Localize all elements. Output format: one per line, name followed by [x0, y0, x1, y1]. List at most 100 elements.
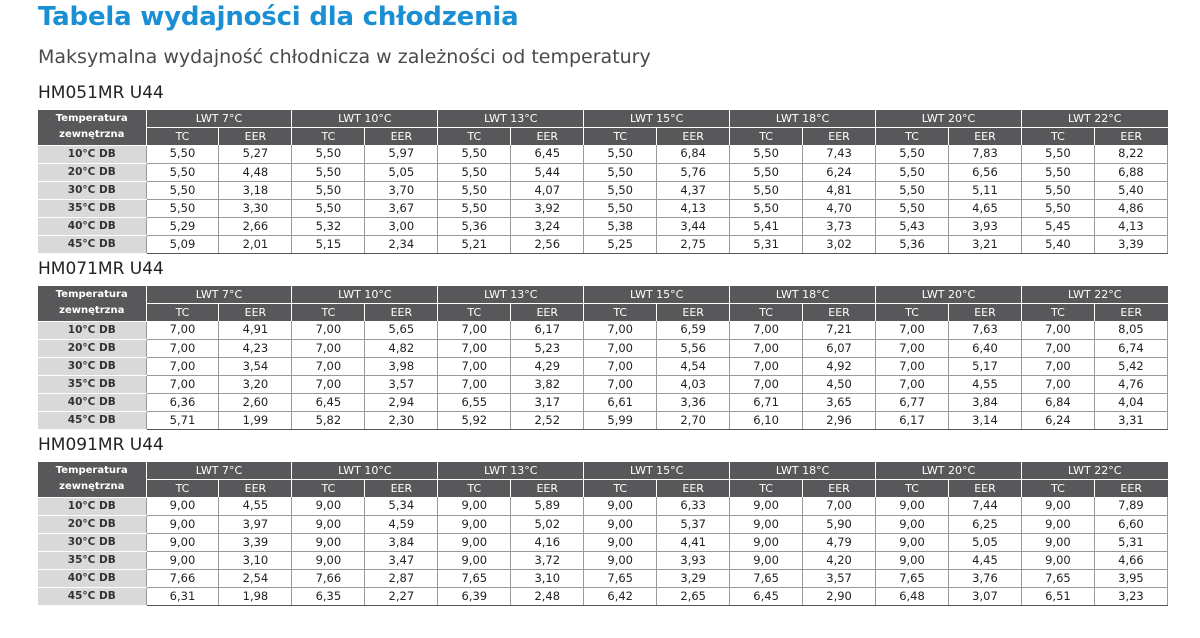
table-cell: 7,00 [291, 321, 365, 340]
table-cell: 7,00 [583, 357, 657, 376]
table-cell: 2,94 [364, 393, 438, 412]
table-cell: 6,24 [802, 163, 876, 182]
table-cell: 2,54 [218, 569, 292, 588]
table-cell: 3,54 [218, 357, 292, 376]
table-cell: 5,34 [364, 497, 438, 516]
table-cell: 5,76 [656, 163, 730, 182]
table-cell: 3,39 [1093, 235, 1169, 254]
table-cell: 7,00 [1020, 339, 1095, 358]
table-cell: 3,14 [947, 411, 1022, 430]
table-row: 20°C DB 9,00 3,97 9,00 4,59 9,00 5,02 9,00 5,37 9… [38, 515, 1169, 534]
table-cell: 5,05 [364, 163, 438, 182]
table-cell: 5,32 [291, 217, 365, 236]
table-cell: 6,36 [145, 393, 219, 412]
header-tc: TC [875, 479, 949, 497]
table-cell: 2,65 [656, 587, 730, 606]
table-cell: 4,81 [802, 181, 876, 200]
table-cell: 3,70 [364, 181, 438, 200]
table-cell: 3,65 [802, 393, 876, 412]
table-cell: 3,07 [947, 587, 1022, 606]
header-tc: TC [1020, 479, 1095, 497]
table-cell: 5,56 [656, 339, 730, 358]
header-eer: EER [802, 303, 876, 321]
table-cell: 5,11 [947, 181, 1022, 200]
header-eer: EER [802, 127, 876, 145]
header-lwt: LWT 13°C [437, 462, 584, 480]
table-cell: 5,50 [875, 199, 949, 218]
table-cell: 7,00 [437, 357, 511, 376]
model-heading: HM071MR U44 [38, 259, 164, 279]
table-cell: 8,22 [1093, 145, 1169, 164]
header-lwt: LWT 10°C [291, 286, 438, 304]
table-cell: 5,50 [291, 181, 365, 200]
header-outdoor-temperature: Temperatura zewnętrzna [38, 462, 146, 498]
table-cell: 5,50 [437, 163, 511, 182]
table-cell: 3,00 [364, 217, 438, 236]
header-lwt: LWT 10°C [291, 462, 438, 480]
table-cell: 5,17 [947, 357, 1022, 376]
table-row: 20°C DB 7,00 4,23 7,00 4,82 7,00 5,23 7,00 5,56 7… [38, 339, 1169, 358]
row-label-outdoor-temp: 40°C DB [38, 569, 146, 588]
header-lwt: LWT 13°C [437, 110, 584, 128]
table-cell: 9,00 [145, 497, 219, 516]
table-cell: 3,31 [1093, 411, 1169, 430]
table-cell: 4,92 [802, 357, 876, 376]
table-cell: 3,36 [656, 393, 730, 412]
corner-label-line: zewnętrzna [59, 129, 125, 141]
header-eer: EER [1093, 127, 1168, 145]
header-lwt: LWT 7°C [145, 286, 292, 304]
table-cell: 2,75 [656, 235, 730, 254]
table-cell: 5,50 [729, 145, 803, 164]
row-label-outdoor-temp: 10°C DB [38, 145, 146, 164]
table-cell: 7,00 [437, 321, 511, 340]
header-eer: EER [218, 127, 292, 145]
table-cell: 3,21 [947, 235, 1022, 254]
header-lwt: LWT 22°C [1020, 286, 1168, 304]
table-cell: 5,82 [291, 411, 365, 430]
table-cell: 7,00 [291, 375, 365, 394]
row-label-outdoor-temp: 30°C DB [38, 533, 146, 552]
table-cell: 3,98 [364, 357, 438, 376]
table-cell: 3,84 [947, 393, 1022, 412]
header-tc: TC [875, 303, 949, 321]
header-tc: TC [583, 479, 657, 497]
table-cell: 4,45 [947, 551, 1022, 570]
table-row: 35°C DB 7,00 3,20 7,00 3,57 7,00 3,82 7,00 4,03 7… [38, 375, 1169, 394]
table-cell: 7,66 [291, 569, 365, 588]
table-cell: 5,09 [145, 235, 219, 254]
header-tc: TC [875, 127, 949, 145]
table-cell: 5,25 [583, 235, 657, 254]
table-cell: 5,27 [218, 145, 292, 164]
table-cell: 9,00 [583, 551, 657, 570]
table-cell: 7,00 [145, 339, 219, 358]
header-lwt: LWT 18°C [729, 286, 876, 304]
table-row: 10°C DB 9,00 4,55 9,00 5,34 9,00 5,89 9,00 6,33 9… [38, 497, 1169, 516]
header-lwt: LWT 7°C [145, 110, 292, 128]
header-lwt: LWT 10°C [291, 110, 438, 128]
corner-label-line: Temperatura [55, 465, 128, 477]
table-cell: 6,59 [656, 321, 730, 340]
row-label-outdoor-temp: 10°C DB [38, 497, 146, 516]
header-lwt: LWT 22°C [1020, 110, 1168, 128]
row-label-outdoor-temp: 10°C DB [38, 321, 146, 340]
table-cell: 5,50 [1020, 181, 1095, 200]
table-cell: 6,45 [510, 145, 584, 164]
header-eer: EER [947, 479, 1022, 497]
header-tc: TC [145, 303, 219, 321]
table-cell: 3,02 [802, 235, 876, 254]
header-tc: TC [729, 479, 803, 497]
table-cell: 9,00 [875, 551, 949, 570]
table-cell: 6,74 [1093, 339, 1169, 358]
table-cell: 5,71 [145, 411, 219, 430]
header-eer: EER [656, 479, 730, 497]
table-cell: 9,00 [583, 497, 657, 516]
table-cell: 5,02 [510, 515, 584, 534]
table-cell: 5,50 [875, 181, 949, 200]
table-cell: 7,83 [947, 145, 1022, 164]
table-cell: 4,59 [364, 515, 438, 534]
table-cell: 4,50 [802, 375, 876, 394]
table-row: 30°C DB 9,00 3,39 9,00 3,84 9,00 4,16 9,00 4,41 9… [38, 533, 1169, 552]
header-tc: TC [145, 127, 219, 145]
page-subtitle: Maksymalna wydajność chłodnicza w zależn… [38, 46, 651, 68]
table-cell: 2,96 [802, 411, 876, 430]
